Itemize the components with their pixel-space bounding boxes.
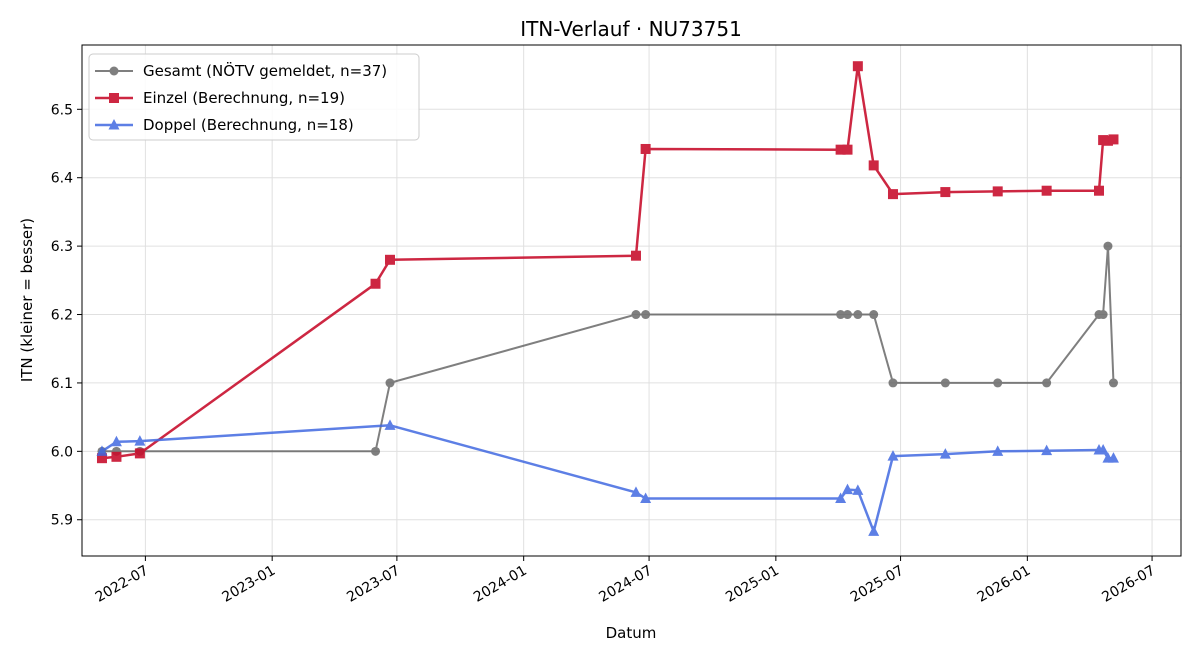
data-point [1042,378,1052,388]
series-1 [97,241,1118,456]
data-point [887,450,899,461]
data-point [992,186,1003,197]
y-tick-label: 6.3 [51,239,73,255]
legend-marker [108,119,120,130]
x-axis-label: Datum [606,624,657,642]
data-point [1103,241,1113,251]
data-point [385,378,395,388]
series-line [102,245,1115,453]
series-line [101,424,1114,533]
x-tick-label: 2022-07 [93,563,152,606]
x-tick-label: 2024-01 [471,563,530,606]
data-point [836,310,846,320]
legend-swatch [95,66,133,76]
data-point [1107,452,1119,463]
data-point [631,310,641,320]
data-point [1097,443,1109,455]
data-point [887,189,898,200]
legend-label: Gesamt (NÖTV gemeldet, n=37) [143,61,387,80]
data-point [842,144,853,155]
data-point [110,435,122,447]
x-tick-label: 2026-07 [1099,563,1158,606]
data-point [1108,134,1119,145]
y-tick-label: 6.1 [51,376,73,392]
y-tick-label: 5.9 [51,513,73,529]
grid [82,45,1181,556]
x-tick-label: 2026-01 [975,563,1034,606]
data-point [641,310,651,320]
data-point [993,378,1003,388]
legend-marker [109,93,119,103]
data-point [96,453,107,464]
data-point [1041,444,1053,456]
data-point [940,378,950,388]
x-tick-label: 2024-07 [596,563,655,606]
y-tick-label: 6.5 [51,102,73,118]
legend-swatch [95,119,133,130]
data-point [842,483,854,495]
data-point [96,445,108,456]
data-point [1094,185,1105,196]
legend-swatch [95,93,133,103]
data-point [630,486,642,497]
y-tick-label: 6.0 [51,444,73,460]
data-point [1098,310,1108,320]
data-point [384,254,395,265]
data-point [630,250,641,261]
y-tick-label: 6.4 [51,171,73,187]
data-point [868,525,880,536]
data-point [888,378,898,388]
data-point [371,446,381,456]
data-point [868,160,879,171]
data-point [852,484,864,495]
legend: Gesamt (NÖTV gemeldet, n=37) Einzel (Bere… [88,53,420,141]
legend-box [88,53,420,141]
data-point [640,143,651,154]
data-point [939,448,951,459]
data-point [852,61,863,72]
legend-label: Einzel (Berechnung, n=19) [143,89,345,107]
data-point [853,310,863,320]
data-point [1041,185,1052,196]
data-point [111,451,122,462]
chart-title: ITN-Verlauf · NU73751 [520,17,742,41]
plot-series [96,61,1119,536]
data-point [992,445,1004,456]
x-tick-label: 2025-01 [723,563,782,606]
data-point [370,278,381,289]
data-point [835,492,847,504]
data-point [1108,378,1118,388]
data-point [384,419,396,430]
plot-frame [81,44,1182,557]
data-point [134,435,146,446]
y-axis-label: ITN (kleiner = besser) [18,218,36,382]
series-2 [96,61,1119,464]
data-point [134,448,145,459]
x-tick-label: 2023-01 [220,563,279,606]
x-tick-label: 2023-07 [344,563,403,606]
y-tick-label: 6.2 [51,308,73,324]
series-3 [96,419,1119,536]
x-tick-label: 2025-07 [848,563,907,606]
data-point [835,144,846,155]
legend-label: Doppel (Berechnung, n=18) [143,116,354,134]
data-point [640,492,652,504]
legend-marker [109,66,119,76]
data-point [869,310,879,320]
data-point [1102,135,1113,146]
data-point [940,187,951,198]
data-point [843,310,853,320]
